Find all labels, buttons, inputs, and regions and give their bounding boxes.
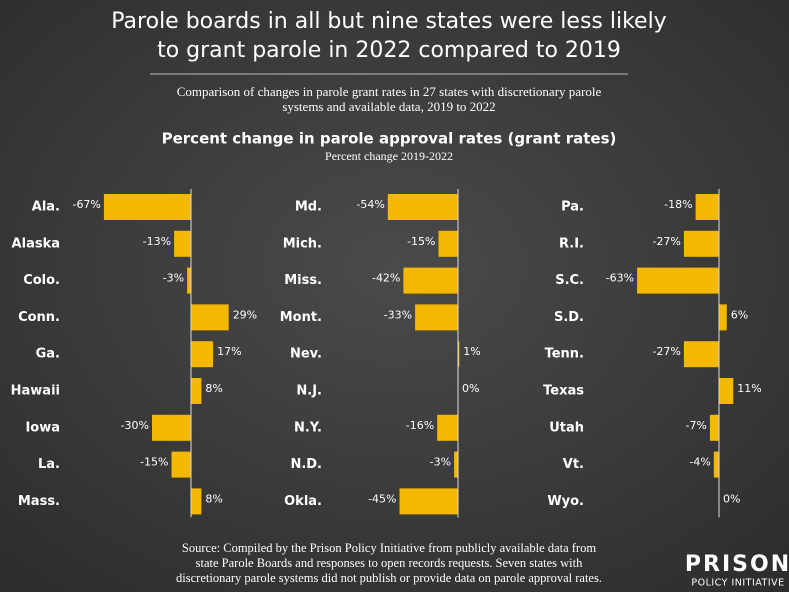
bar	[191, 304, 229, 331]
title: Parole boards in all but nine states wer…	[111, 9, 666, 34]
category-label: Conn.	[18, 310, 60, 325]
category-label: N.J.	[296, 384, 322, 399]
value-label: -63%	[606, 272, 634, 285]
category-label: Iowa	[25, 420, 60, 435]
value-label: -42%	[372, 272, 400, 285]
bar	[415, 304, 458, 331]
value-label: -15%	[140, 456, 168, 469]
category-label: R.I.	[559, 236, 584, 251]
category-label: Mass.	[18, 494, 60, 509]
category-label: Texas	[543, 384, 584, 399]
chart-subtitle: Percent change 2019-2022	[325, 149, 453, 163]
value-label: -54%	[356, 198, 384, 211]
value-label: 8%	[205, 382, 222, 395]
value-label: 29%	[233, 308, 257, 321]
subtitle: systems and available data, 2019 to 2022	[282, 99, 495, 114]
category-label: N.D.	[290, 457, 322, 472]
bar	[103, 194, 191, 220]
subtitle: Comparison of changes in parole grant ra…	[177, 84, 602, 99]
bar	[191, 488, 202, 515]
category-label: Mont.	[280, 310, 322, 325]
category-label: Ga.	[36, 347, 60, 362]
category-label: Ala.	[32, 200, 60, 215]
category-label: Colo.	[23, 273, 60, 288]
value-label: -13%	[143, 235, 171, 248]
category-label: S.D.	[554, 310, 584, 325]
bar	[387, 194, 458, 220]
category-label: La.	[38, 457, 60, 472]
category-label: Nev.	[290, 347, 322, 362]
value-label: 8%	[205, 492, 222, 505]
category-label: N.Y.	[294, 420, 322, 435]
value-label: -45%	[368, 492, 396, 505]
bar	[683, 341, 719, 368]
value-label: 1%	[463, 345, 480, 358]
category-label: Mich.	[283, 236, 322, 251]
category-label: Utah	[549, 420, 584, 435]
logo: PRISON	[685, 552, 789, 577]
category-label: Hawaii	[11, 384, 60, 399]
source: state Parole Boards and responses to ope…	[196, 556, 583, 570]
bar	[403, 267, 458, 294]
value-label: -4%	[689, 456, 710, 469]
value-label: 6%	[731, 308, 748, 321]
category-label: Md.	[295, 200, 322, 215]
value-label: -18%	[664, 198, 692, 211]
value-label: 0%	[723, 492, 740, 505]
chart-title: Percent change in parole approval rates …	[162, 130, 617, 148]
source: Source: Compiled by the Prison Policy In…	[182, 541, 596, 555]
category-label: Vt.	[563, 457, 584, 472]
category-label: Tenn.	[545, 347, 584, 362]
bar	[437, 414, 458, 441]
value-label: 17%	[217, 345, 241, 358]
bar	[719, 304, 727, 331]
bar	[174, 230, 191, 257]
category-label: Okla.	[284, 494, 322, 509]
category-label: Miss.	[284, 273, 322, 288]
source: discretionary parole systems did not pub…	[176, 571, 602, 585]
bar	[458, 341, 460, 368]
bar	[438, 230, 458, 257]
bar	[171, 451, 191, 478]
value-label: 11%	[737, 382, 761, 395]
bar	[637, 267, 719, 294]
bar	[709, 414, 719, 441]
bar	[719, 378, 734, 404]
bar	[454, 451, 458, 478]
bar	[191, 378, 202, 404]
bar	[683, 230, 719, 257]
logo: POLICY INITIATIVE	[691, 578, 784, 589]
value-label: -3%	[430, 456, 451, 469]
value-label: 0%	[462, 382, 479, 395]
bar	[695, 194, 719, 220]
title: to grant parole in 2022 compared to 2019	[157, 38, 621, 63]
bar	[191, 341, 214, 368]
bar	[713, 451, 719, 478]
value-label: -30%	[121, 419, 149, 432]
value-label: -3%	[163, 272, 184, 285]
value-label: -15%	[407, 235, 435, 248]
category-label: S.C.	[555, 273, 584, 288]
value-label: -67%	[72, 198, 100, 211]
value-label: -27%	[652, 345, 680, 358]
value-label: -33%	[384, 308, 412, 321]
value-label: -7%	[685, 419, 706, 432]
category-label: Pa.	[561, 200, 584, 215]
value-label: -16%	[406, 419, 434, 432]
bar	[187, 267, 191, 294]
bar	[399, 488, 458, 515]
value-label: -27%	[652, 235, 680, 248]
bar	[152, 414, 191, 441]
category-label: Wyo.	[547, 494, 584, 509]
category-label: Alaska	[12, 236, 60, 251]
